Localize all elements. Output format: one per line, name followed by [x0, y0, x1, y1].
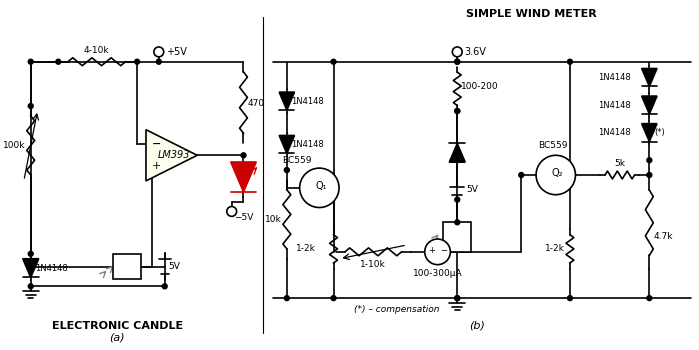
- Text: 1N4148: 1N4148: [598, 128, 631, 137]
- Text: (*) – compensation: (*) – compensation: [354, 306, 440, 314]
- Circle shape: [647, 296, 651, 301]
- Text: (a): (a): [110, 332, 125, 343]
- Text: −5V: −5V: [233, 213, 253, 222]
- Circle shape: [455, 220, 460, 225]
- Circle shape: [647, 158, 651, 163]
- Circle shape: [455, 108, 460, 113]
- Circle shape: [28, 59, 33, 64]
- Polygon shape: [279, 92, 294, 110]
- Circle shape: [28, 251, 33, 256]
- Text: 1-2k: 1-2k: [545, 244, 565, 253]
- Circle shape: [536, 155, 575, 195]
- Circle shape: [455, 59, 460, 64]
- Circle shape: [28, 264, 33, 269]
- Circle shape: [452, 47, 462, 57]
- Circle shape: [300, 168, 339, 208]
- Text: 100-200: 100-200: [461, 82, 499, 91]
- Text: 1-2k: 1-2k: [296, 244, 316, 253]
- Text: −: −: [440, 246, 447, 256]
- Polygon shape: [279, 135, 294, 153]
- Text: 100-300μA: 100-300μA: [412, 268, 462, 278]
- Text: 3.6V: 3.6V: [464, 47, 486, 57]
- Text: LM393: LM393: [157, 150, 190, 160]
- Text: Q₂: Q₂: [552, 168, 563, 178]
- Circle shape: [331, 59, 336, 64]
- Circle shape: [647, 173, 651, 177]
- Text: 1N4148: 1N4148: [598, 73, 631, 82]
- Text: 10k: 10k: [265, 215, 282, 224]
- Circle shape: [425, 239, 450, 265]
- Circle shape: [157, 59, 161, 64]
- Circle shape: [455, 296, 460, 301]
- Text: 470: 470: [247, 99, 264, 108]
- Text: 5k: 5k: [614, 159, 626, 168]
- Circle shape: [56, 59, 61, 64]
- Text: +: +: [152, 161, 161, 171]
- Text: 1N4148: 1N4148: [35, 264, 67, 273]
- Text: BC559: BC559: [538, 141, 568, 150]
- Circle shape: [241, 153, 246, 158]
- Text: −: −: [228, 206, 236, 216]
- Circle shape: [568, 296, 572, 301]
- Text: 1N4148: 1N4148: [291, 140, 324, 149]
- Text: (b): (b): [469, 321, 485, 331]
- Text: −: −: [152, 139, 161, 149]
- Circle shape: [28, 104, 33, 108]
- Text: SIMPLE WIND METER: SIMPLE WIND METER: [466, 9, 596, 20]
- Text: +: +: [428, 246, 435, 256]
- Circle shape: [28, 284, 33, 289]
- Polygon shape: [642, 69, 657, 86]
- Circle shape: [162, 284, 167, 289]
- Circle shape: [455, 197, 460, 202]
- Circle shape: [284, 168, 289, 173]
- Polygon shape: [23, 259, 38, 278]
- Polygon shape: [146, 130, 197, 181]
- Circle shape: [284, 296, 289, 301]
- Circle shape: [568, 59, 572, 64]
- Circle shape: [455, 108, 460, 113]
- Circle shape: [226, 206, 236, 216]
- Bar: [113, 254, 141, 279]
- Polygon shape: [449, 144, 466, 162]
- Circle shape: [331, 296, 336, 301]
- Text: 5V: 5V: [466, 185, 478, 194]
- Circle shape: [455, 296, 460, 301]
- Text: +: +: [453, 47, 461, 57]
- Text: +: +: [154, 47, 163, 57]
- Circle shape: [135, 59, 140, 64]
- Text: Q₁: Q₁: [315, 181, 327, 191]
- Bar: [443, 222, 471, 252]
- Text: 1N4148: 1N4148: [598, 100, 631, 110]
- Text: 5V: 5V: [168, 262, 180, 271]
- Polygon shape: [642, 124, 657, 142]
- Circle shape: [519, 173, 524, 177]
- Polygon shape: [231, 162, 257, 192]
- Text: ELECTRONIC CANDLE: ELECTRONIC CANDLE: [52, 321, 183, 331]
- Polygon shape: [642, 96, 657, 114]
- Text: BC559: BC559: [282, 156, 312, 165]
- Text: 4-10k: 4-10k: [84, 46, 110, 55]
- Circle shape: [455, 59, 460, 64]
- Text: (*): (*): [654, 128, 665, 137]
- Text: +5V: +5V: [166, 47, 187, 57]
- Text: 4.7k: 4.7k: [654, 232, 672, 241]
- Circle shape: [154, 47, 164, 57]
- Text: 100k: 100k: [3, 141, 26, 150]
- Text: 1N4148: 1N4148: [291, 97, 324, 106]
- Text: 1-10k: 1-10k: [361, 260, 386, 269]
